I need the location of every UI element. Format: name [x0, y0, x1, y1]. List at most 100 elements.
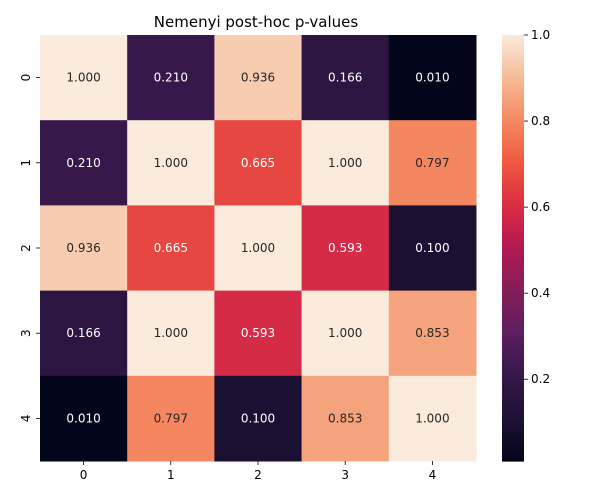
- colorbar-segment: [502, 238, 524, 243]
- heatmap-cell-4-0: [40, 375, 128, 462]
- cell-value-label-3-4: 0.853: [415, 326, 449, 340]
- colorbar-segment: [502, 162, 524, 167]
- heatmap-cell-3-4: [388, 290, 477, 377]
- colorbar-segment: [502, 226, 524, 231]
- colorbar: 0.2 0.4 0.6 0.8 1.0: [502, 28, 550, 462]
- colorbar-segment: [502, 372, 524, 377]
- colorbar-segment: [502, 342, 524, 346]
- colorbar-tick-label-3: 0.8: [531, 114, 550, 128]
- colorbar-segment: [502, 153, 524, 158]
- heatmap-cell-4-4: [388, 375, 477, 462]
- heatmap-cell-0-2: [214, 35, 303, 121]
- colorbar-segment: [502, 290, 524, 295]
- colorbar-segment: [502, 101, 524, 106]
- colorbar-segment: [502, 400, 524, 404]
- y-tick-label-2: 2: [19, 244, 33, 252]
- colorbar-segment: [502, 272, 524, 276]
- cell-value-label-3-1: 1.000: [154, 326, 188, 340]
- colorbar-segment: [502, 418, 524, 423]
- colorbar-segment: [502, 83, 524, 88]
- colorbar-tick-label-4: 1.0: [531, 28, 550, 42]
- colorbar-segment: [502, 381, 524, 386]
- colorbar-segment: [502, 281, 524, 286]
- colorbar-segment: [502, 251, 524, 255]
- colorbar-segment: [502, 445, 524, 450]
- cell-value-label-3-0: 0.166: [66, 326, 100, 340]
- heatmap-cell-4-3: [301, 375, 390, 462]
- colorbar-segment: [502, 123, 524, 127]
- colorbar-segment: [502, 129, 524, 133]
- cell-value-label-4-2: 0.100: [241, 411, 275, 425]
- colorbar-segment: [502, 433, 524, 438]
- colorbar-segment: [502, 457, 524, 462]
- colorbar-segment: [502, 257, 524, 261]
- colorbar-segment: [502, 403, 524, 407]
- cell-value-label-3-2: 0.593: [241, 326, 275, 340]
- x-tick-label-2: 2: [254, 468, 262, 482]
- colorbar-segment: [502, 205, 524, 210]
- colorbar-segment: [502, 150, 524, 155]
- colorbar-segment: [502, 263, 524, 267]
- cell-value-label-1-2: 0.665: [241, 156, 275, 170]
- heatmap-cell-1-3: [301, 120, 390, 206]
- colorbar-segment: [502, 284, 524, 289]
- colorbar-segment: [502, 324, 524, 328]
- colorbar-segment: [502, 174, 524, 179]
- colorbar-segment: [502, 235, 524, 240]
- colorbar-segment: [502, 38, 524, 42]
- colorbar-segment: [502, 171, 524, 176]
- colorbar-segment: [502, 56, 524, 60]
- colorbar-segment: [502, 44, 524, 48]
- colorbar-segment: [502, 442, 524, 447]
- colorbar-segment: [502, 302, 524, 307]
- heatmap-cell-4-1: [127, 375, 215, 462]
- colorbar-segment: [502, 165, 524, 170]
- cell-value-label-4-0: 0.010: [66, 411, 100, 425]
- colorbar-segment: [502, 314, 524, 319]
- colorbar-segment: [502, 311, 524, 316]
- colorbar-segment: [502, 387, 524, 392]
- colorbar-segment: [502, 244, 524, 249]
- y-tick-label-3: 3: [19, 329, 33, 337]
- colorbar-segment: [502, 269, 524, 273]
- colorbar-segment: [502, 156, 524, 161]
- heatmap-cell-2-1: [127, 205, 215, 292]
- colorbar-segment: [502, 41, 524, 45]
- colorbar-segment: [502, 77, 524, 82]
- cell-value-label-0-1: 0.210: [154, 71, 188, 85]
- y-axis: 0 1 2 3 4: [19, 74, 40, 422]
- colorbar-segment: [502, 415, 524, 419]
- heatmap-cell-1-0: [40, 120, 128, 206]
- colorbar-segment: [502, 89, 524, 94]
- colorbar-segment: [502, 305, 524, 310]
- colorbar-segment: [502, 299, 524, 304]
- x-tick-label-3: 3: [341, 468, 349, 482]
- cell-value-label-4-4: 1.000: [415, 411, 449, 425]
- colorbar-segment: [502, 321, 524, 325]
- x-tick-label-1: 1: [167, 468, 175, 482]
- colorbar-segment: [502, 366, 524, 371]
- cell-value-label-0-4: 0.010: [415, 71, 449, 85]
- colorbar-segment: [502, 217, 524, 222]
- colorbar-segment: [502, 35, 524, 39]
- colorbar-segment: [502, 132, 524, 137]
- cell-value-label-2-0: 0.936: [66, 241, 100, 255]
- colorbar-segment: [502, 391, 524, 395]
- colorbar-segment: [502, 111, 524, 115]
- colorbar-segment: [502, 47, 524, 51]
- colorbar-segment: [502, 278, 524, 283]
- colorbar-segment: [502, 308, 524, 313]
- colorbar-segment: [502, 287, 524, 292]
- colorbar-segment: [502, 92, 524, 97]
- heatmap-cell-1-4: [388, 120, 477, 206]
- colorbar-segment: [502, 193, 524, 197]
- colorbar-segment: [502, 357, 524, 362]
- cell-value-label-2-1: 0.665: [154, 241, 188, 255]
- colorbar-segment: [502, 378, 524, 383]
- colorbar-segment: [502, 187, 524, 191]
- heatmap-cell-2-4: [388, 205, 477, 292]
- cell-value-label-4-3: 0.853: [328, 411, 362, 425]
- colorbar-tick-label-1: 0.4: [531, 286, 550, 300]
- colorbar-segment: [502, 220, 524, 225]
- colorbar-segment: [502, 50, 524, 54]
